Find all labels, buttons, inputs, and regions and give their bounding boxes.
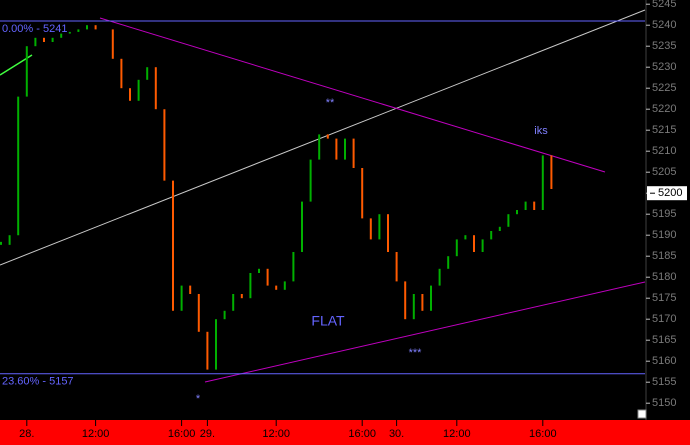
last-price-label: 5200 <box>658 187 682 199</box>
x-tick-label: 12:00 <box>443 428 471 440</box>
y-tick-label: 5220 <box>652 103 676 115</box>
annotation: * <box>196 393 201 405</box>
annotation: *** <box>409 347 423 359</box>
y-tick-label: 5225 <box>652 82 676 94</box>
annotation: iks <box>534 125 548 137</box>
trend-line <box>0 9 646 266</box>
y-tick-label: 5190 <box>652 229 676 241</box>
level-label: 23.60% - 5157 <box>2 376 74 388</box>
x-tick-label: 28. <box>19 428 34 440</box>
x-tick-label: 16:00 <box>348 428 376 440</box>
y-tick-label: 5175 <box>652 292 676 304</box>
x-tick-label: 29. <box>200 428 215 440</box>
trend-line <box>99 17 606 173</box>
x-tick-label: 30. <box>389 428 404 440</box>
y-tick-label: 5215 <box>652 124 676 136</box>
y-tick-label: 5170 <box>652 313 676 325</box>
y-tick-label: 5210 <box>652 145 676 157</box>
y-tick-label: 5240 <box>652 19 676 31</box>
trend-line <box>204 281 646 383</box>
y-tick-label: 5185 <box>652 250 676 262</box>
x-tick-label: 12:00 <box>82 428 110 440</box>
y-tick-label: 5155 <box>652 376 676 388</box>
y-tick-label: 5235 <box>652 40 676 52</box>
y-tick-label: 5195 <box>652 208 676 220</box>
y-tick-label: 5230 <box>652 61 676 73</box>
y-tick-label: 5150 <box>652 397 676 409</box>
y-tick-label: 5160 <box>652 355 676 367</box>
x-axis-band <box>0 420 690 445</box>
last-price-box <box>647 186 687 201</box>
level-label: 0.00% - 5241 <box>2 23 67 35</box>
y-tick-label: 5245 <box>652 0 676 10</box>
y-tick-label: 5165 <box>652 334 676 346</box>
corner-icon[interactable] <box>637 409 647 419</box>
annotation: FLAT <box>311 313 345 329</box>
x-tick-label: 16:00 <box>529 428 557 440</box>
y-tick-label: 5205 <box>652 166 676 178</box>
x-tick-label: 12:00 <box>262 428 290 440</box>
x-tick-label: 16:00 <box>168 428 196 440</box>
annotation: ** <box>326 97 335 109</box>
y-tick-label: 5180 <box>652 271 676 283</box>
